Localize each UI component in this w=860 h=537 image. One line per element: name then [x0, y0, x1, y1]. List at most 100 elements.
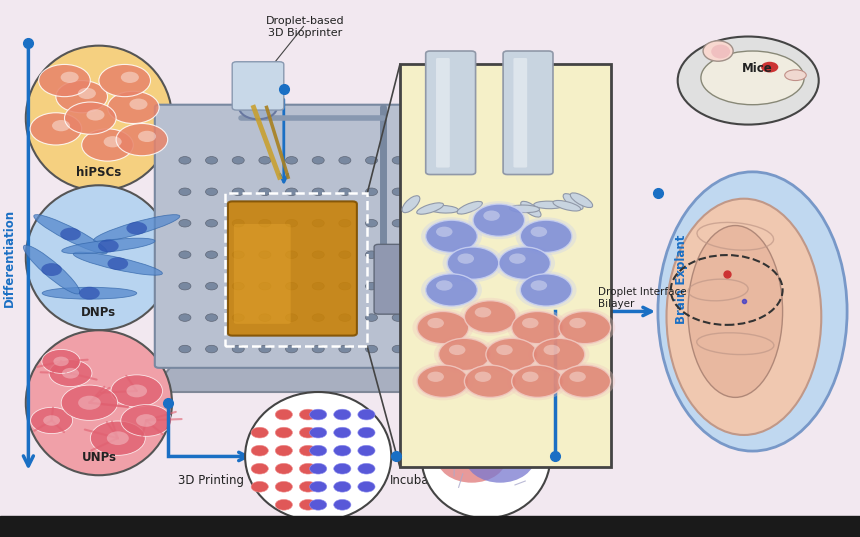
Circle shape: [310, 463, 327, 474]
Circle shape: [79, 287, 100, 300]
Circle shape: [419, 282, 431, 290]
Ellipse shape: [26, 185, 172, 330]
Circle shape: [392, 157, 404, 164]
Circle shape: [251, 481, 268, 492]
Circle shape: [49, 360, 92, 387]
Circle shape: [312, 314, 324, 321]
Circle shape: [516, 217, 576, 255]
Circle shape: [126, 384, 147, 397]
Circle shape: [339, 220, 351, 227]
Circle shape: [43, 415, 60, 426]
Circle shape: [339, 282, 351, 290]
Circle shape: [286, 345, 298, 353]
Circle shape: [299, 463, 316, 474]
Ellipse shape: [26, 330, 172, 475]
Circle shape: [339, 157, 351, 164]
Circle shape: [136, 414, 157, 427]
Circle shape: [458, 253, 474, 264]
Circle shape: [77, 88, 96, 99]
Ellipse shape: [563, 194, 583, 209]
Text: Droplet
Network: Droplet Network: [290, 534, 347, 537]
Circle shape: [507, 362, 568, 400]
Ellipse shape: [464, 430, 536, 483]
Circle shape: [179, 220, 191, 227]
Circle shape: [419, 157, 431, 164]
FancyBboxPatch shape: [374, 244, 434, 314]
Circle shape: [104, 136, 122, 148]
Circle shape: [569, 318, 586, 328]
Circle shape: [206, 220, 218, 227]
Circle shape: [421, 217, 482, 255]
Circle shape: [392, 251, 404, 258]
Ellipse shape: [402, 195, 420, 213]
Ellipse shape: [436, 430, 507, 483]
Circle shape: [310, 409, 327, 420]
Circle shape: [299, 409, 316, 420]
Circle shape: [312, 251, 324, 258]
Ellipse shape: [42, 287, 137, 299]
Circle shape: [516, 271, 576, 309]
Circle shape: [78, 396, 101, 410]
Bar: [400, 64, 611, 467]
Circle shape: [544, 345, 560, 355]
Circle shape: [366, 314, 378, 321]
Circle shape: [392, 345, 404, 353]
Circle shape: [522, 372, 538, 382]
Ellipse shape: [658, 172, 847, 451]
Circle shape: [108, 91, 159, 124]
Circle shape: [259, 220, 271, 227]
Circle shape: [426, 274, 477, 306]
Circle shape: [509, 253, 525, 264]
Ellipse shape: [784, 70, 807, 81]
Circle shape: [464, 365, 516, 397]
Circle shape: [358, 445, 375, 456]
Circle shape: [312, 157, 324, 164]
Circle shape: [86, 110, 105, 121]
Circle shape: [259, 282, 271, 290]
Circle shape: [206, 282, 218, 290]
Circle shape: [179, 188, 191, 195]
Circle shape: [761, 62, 778, 72]
Circle shape: [339, 345, 351, 353]
Circle shape: [116, 124, 168, 156]
Circle shape: [62, 368, 79, 379]
Ellipse shape: [570, 193, 593, 207]
Text: hiPSCs: hiPSCs: [77, 166, 121, 179]
Circle shape: [443, 244, 503, 282]
Circle shape: [108, 257, 128, 270]
Circle shape: [251, 427, 268, 438]
Circle shape: [299, 427, 316, 438]
Ellipse shape: [23, 245, 80, 294]
Circle shape: [275, 499, 292, 510]
Circle shape: [473, 204, 525, 236]
Bar: [0, 517, 860, 537]
Circle shape: [259, 188, 271, 195]
Circle shape: [392, 314, 404, 321]
Ellipse shape: [73, 252, 163, 275]
Circle shape: [275, 427, 292, 438]
Circle shape: [475, 307, 491, 317]
Circle shape: [334, 463, 351, 474]
Circle shape: [529, 336, 589, 373]
Ellipse shape: [457, 201, 482, 214]
Circle shape: [366, 251, 378, 258]
Text: Implantation: Implantation: [587, 307, 600, 391]
Circle shape: [286, 282, 298, 290]
Circle shape: [419, 251, 431, 258]
Circle shape: [419, 188, 431, 195]
Circle shape: [520, 274, 572, 306]
Circle shape: [507, 309, 568, 346]
Ellipse shape: [94, 215, 180, 242]
Circle shape: [392, 188, 404, 195]
Circle shape: [392, 282, 404, 290]
Circle shape: [555, 309, 615, 346]
Circle shape: [232, 282, 244, 290]
Circle shape: [358, 427, 375, 438]
Text: Differentiation: Differentiation: [3, 209, 16, 307]
Circle shape: [496, 345, 513, 355]
Circle shape: [41, 263, 62, 276]
Circle shape: [82, 129, 133, 161]
Ellipse shape: [245, 392, 391, 521]
FancyBboxPatch shape: [436, 58, 450, 168]
Text: Neural
Tissue: Neural Tissue: [464, 532, 508, 537]
